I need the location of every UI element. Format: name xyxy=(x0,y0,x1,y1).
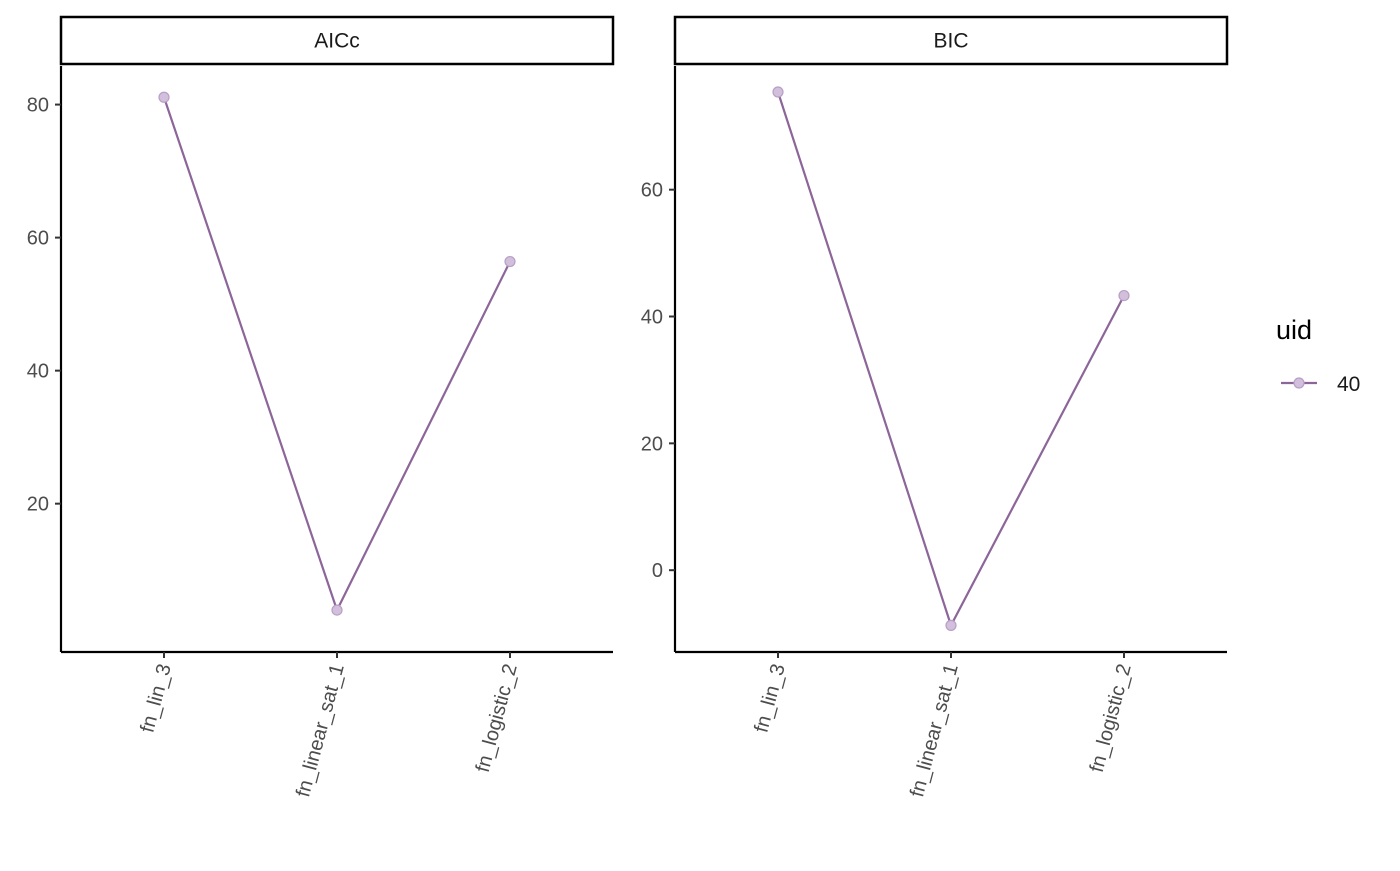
x-tick-label: fn_logistic_2 xyxy=(1086,662,1136,775)
x-tick-label: fn_lin_3 xyxy=(136,662,175,735)
y-tick-label: 40 xyxy=(27,361,49,383)
facet-strip-label: BIC xyxy=(933,30,968,53)
y-tick-label: 0 xyxy=(652,560,663,582)
x-tick-label: fn_lin_3 xyxy=(750,662,789,735)
x-tick-label: fn_linear_sat_1 xyxy=(906,662,963,800)
y-tick-label: 60 xyxy=(641,180,663,202)
x-tick-label: fn_linear_sat_1 xyxy=(292,662,349,800)
data-point xyxy=(504,255,516,268)
legend-key-point xyxy=(1293,377,1305,389)
y-tick-label: 80 xyxy=(27,95,49,117)
data-point xyxy=(945,619,957,631)
panel-aicc: AICc 20 40 60 80 fn_lin_3 fn_linear_sat_1 fn_lo… xyxy=(27,15,615,800)
data-point xyxy=(1118,289,1130,302)
data-point xyxy=(772,86,784,98)
data-point xyxy=(331,604,343,616)
data-point xyxy=(158,91,170,103)
y-tick-label: 60 xyxy=(27,228,49,250)
panel-bic: BIC 0 20 40 60 fn_lin_3 fn_linear_sat_1 fn_logi… xyxy=(641,15,1229,800)
facet-strip xyxy=(673,15,1229,66)
x-tick-label: fn_logistic_2 xyxy=(472,662,522,775)
y-tick-label: 40 xyxy=(641,307,663,329)
series-line xyxy=(162,96,511,613)
y-tick-label: 20 xyxy=(27,494,49,516)
legend-entry-label: 40 xyxy=(1337,373,1360,396)
y-tick-label: 20 xyxy=(641,433,663,455)
facet-strip xyxy=(59,15,615,66)
facet-strip-label: AICc xyxy=(314,30,360,53)
legend-title: uid xyxy=(1276,315,1312,345)
series-line xyxy=(776,91,1125,629)
legend: uid 40 xyxy=(1276,315,1360,396)
